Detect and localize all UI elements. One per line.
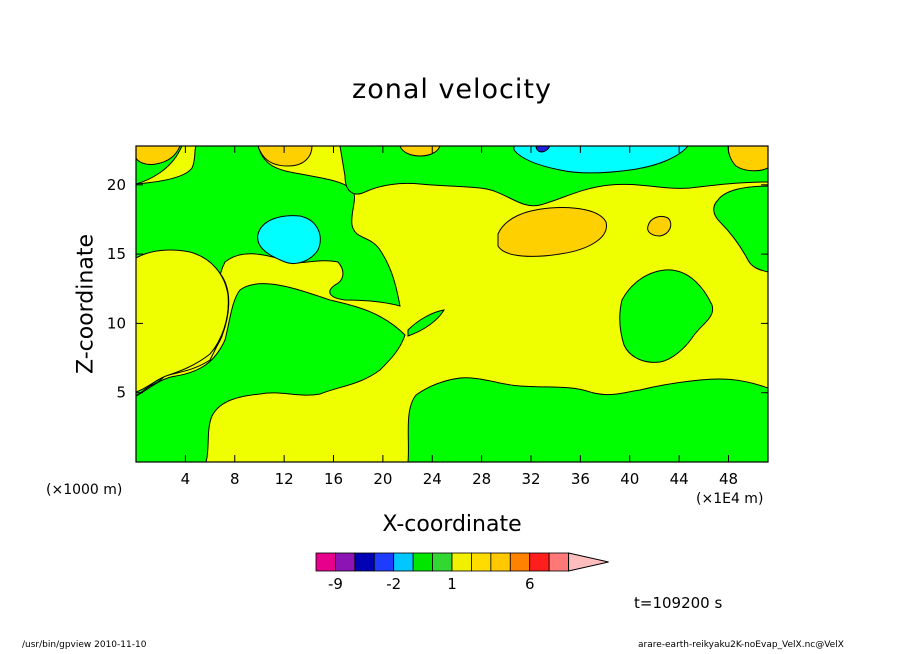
colorbar-tick-label: -9: [328, 575, 343, 593]
x-tick-label: 28: [472, 470, 491, 488]
colorbar-tick-label: 1: [447, 575, 457, 593]
colorbar-tick-label: 6: [525, 575, 535, 593]
colorbar-swatch: [335, 552, 356, 572]
x-tick-label: 40: [620, 470, 639, 488]
y-axis-label: Z-coordinate: [73, 234, 99, 374]
x-tick-label: 8: [230, 470, 240, 488]
orange-blob-top: [257, 146, 313, 167]
orange-blob-top-left: [136, 146, 181, 165]
x-tick-label: 20: [373, 470, 392, 488]
orange-blob-center: [497, 207, 607, 257]
green-region-right-lobe: [619, 269, 714, 363]
x-tick-label: 4: [181, 470, 191, 488]
chart-title: zonal velocity: [352, 74, 552, 105]
orange-blob-small: [647, 215, 672, 237]
y-tick-label: 20: [107, 176, 126, 194]
contour-fields: [136, 146, 768, 462]
plot-frame: [135, 145, 769, 463]
x-tick-label: 36: [571, 470, 590, 488]
colorbar-swatch: [451, 552, 472, 572]
footer-left: /usr/bin/gpview 2010-11-10: [22, 640, 147, 650]
colorbar-swatch: [548, 552, 569, 572]
x-tick-label: 32: [521, 470, 540, 488]
y-axis-ticks: 5 10 15 20: [107, 176, 768, 402]
colorbar-swatch: [315, 552, 336, 572]
colorbar-swatch: [393, 552, 414, 572]
colorbar-swatch: [471, 552, 492, 572]
green-region-far-right: [713, 185, 768, 273]
x-tick-label: 48: [719, 470, 738, 488]
time-label: t=109200 s: [634, 594, 723, 612]
orange-blob-top-mid: [399, 146, 441, 157]
x-axis-label: X-coordinate: [382, 512, 522, 537]
blue-spot: [535, 146, 551, 153]
colorbar-arrow: [568, 552, 609, 572]
x-tick-label: 12: [275, 470, 294, 488]
y-tick-label: 5: [116, 384, 126, 402]
colorbar-tick-label: -2: [386, 575, 401, 593]
green-region-bottom-right: [407, 377, 768, 462]
colorbar-swatch: [432, 552, 453, 572]
cyan-blob-top: [513, 146, 689, 174]
colorbar-swatch: [490, 552, 511, 572]
x-tick-label: 24: [423, 470, 442, 488]
cyan-blob-left: [257, 215, 321, 264]
x-unit-left: (×1000 m): [46, 482, 123, 498]
green-streak: [407, 309, 445, 337]
colorbar-swatch: [412, 552, 433, 572]
colorbar-swatch: [509, 552, 531, 572]
x-unit-right: (×1E4 m): [696, 491, 764, 507]
colorbar-swatch: [373, 552, 395, 572]
yellow-lobe-left: [136, 249, 229, 393]
x-tick-label: 44: [670, 470, 689, 488]
x-axis-ticks: 4 8 12 16 20 24 28 32 36 40 44 48: [181, 146, 738, 488]
footer-right: arare-earth-reikyaku2K-noEvap_VelX.nc@Ve…: [638, 640, 844, 650]
colorbar-swatch: [354, 552, 375, 572]
colorbar: -9 -2 1 6: [315, 552, 609, 593]
y-tick-label: 15: [107, 245, 126, 263]
y-tick-label: 10: [107, 314, 126, 332]
colorbar-swatch: [529, 552, 550, 572]
x-tick-label: 16: [324, 470, 343, 488]
green-region-bottom-left: [136, 283, 406, 462]
